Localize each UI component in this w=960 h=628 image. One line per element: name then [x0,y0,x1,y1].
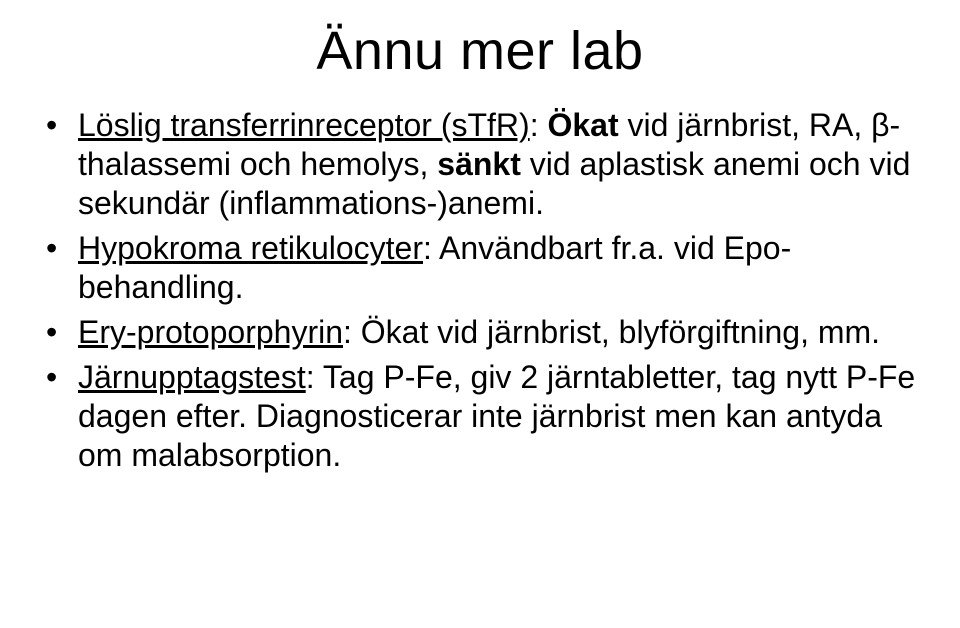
bullet-sep: : [306,359,323,395]
bullet-lead: Löslig transferrinreceptor (sTfR) [78,107,530,143]
bullet-text: Ökat vid järnbrist, blyförgiftning, mm. [361,314,880,350]
bullet-item: Ery-protoporphyrin: Ökat vid järnbrist, … [40,313,920,352]
bullet-list: Löslig transferrinreceptor (sTfR): Ökat … [40,106,920,475]
bullet-item: Löslig transferrinreceptor (sTfR): Ökat … [40,106,920,223]
bullet-item: Järnupptagstest: Tag P-Fe, giv 2 järntab… [40,358,920,475]
bullet-bold: sänkt [437,146,521,182]
bullet-item: Hypokroma retikulocyter: Användbart fr.a… [40,229,920,307]
bullet-sep: : [423,230,439,266]
bullet-sep: : [530,107,548,143]
slide-title: Ännu mer lab [40,20,920,82]
bullet-lead: Ery-protoporphyrin [78,314,343,350]
bullet-bold: Ökat [547,107,618,143]
bullet-lead: Hypokroma retikulocyter [78,230,423,266]
bullet-sep: : [343,314,361,350]
bullet-lead: Järnupptagstest [78,359,306,395]
slide: Ännu mer lab Löslig transferrinreceptor … [0,0,960,628]
